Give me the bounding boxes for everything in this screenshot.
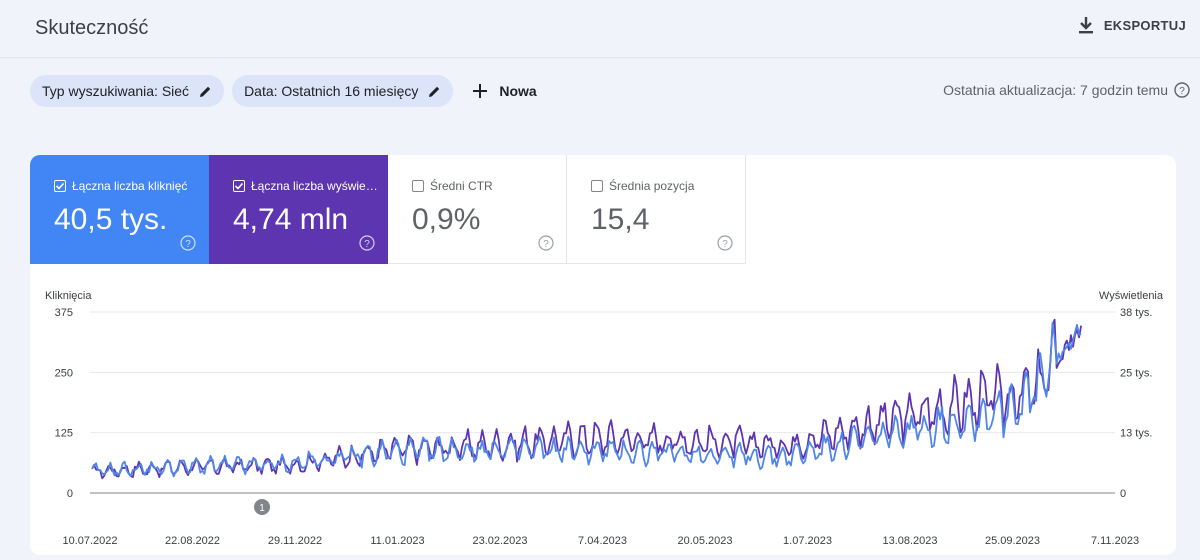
x-tick-label: 23.02.2023 — [472, 535, 527, 547]
performance-card: Łączna liczba kliknięć 40,5 tys. ? Łączn… — [30, 155, 1176, 555]
x-tick-label: 7.04.2023 — [578, 535, 627, 547]
y-left-title: Kliknięcia — [45, 290, 92, 302]
y-right-tick-label: 0 — [1120, 488, 1126, 500]
checkbox-icon[interactable] — [233, 180, 245, 192]
performance-chart: Kliknięcia Wyświetlenia 375 250 125 0 38 ty… — [45, 290, 1164, 547]
series-line — [91, 318, 1082, 480]
metric-label: Łączna liczba kliknięć — [72, 179, 188, 193]
svg-text:?: ? — [364, 239, 370, 250]
last-update-text: Ostatnia aktualizacja: 7 godzin temu — [943, 82, 1168, 98]
metric-ctr[interactable]: Średni CTR 0,9% ? — [388, 155, 567, 264]
y-right-tick-label: 38 tys. — [1120, 307, 1152, 319]
export-button[interactable]: EKSPORTUJ — [1078, 16, 1186, 34]
x-tick-label: 7.11.2023 — [1091, 535, 1139, 547]
metric-label: Łączna liczba wyświetleń — [251, 179, 379, 193]
metric-value: 40,5 tys. — [54, 203, 168, 236]
help-icon[interactable]: ? — [717, 235, 733, 251]
series-lines — [91, 318, 1082, 480]
x-tick-label: 25.09.2023 — [985, 535, 1040, 547]
y-left-tick-label: 0 — [67, 488, 73, 500]
x-tick-label: 11.01.2023 — [370, 535, 424, 547]
edit-icon[interactable] — [428, 85, 441, 98]
annotation-label: 1 — [259, 503, 265, 514]
chip-label: Data: Ostatnich 16 miesięcy — [244, 83, 419, 99]
metric-label: Średnia pozycja — [609, 179, 695, 193]
y-left-tick-label: 125 — [55, 428, 73, 440]
x-tick-label: 1.07.2023 — [783, 535, 832, 547]
x-tick-label: 29.11.2022 — [268, 535, 322, 547]
grid-lines — [90, 311, 1115, 494]
page-header: Skuteczność EKSPORTUJ — [0, 0, 1200, 58]
x-tick-label: 22.08.2022 — [165, 535, 220, 547]
help-icon[interactable]: ? — [1174, 82, 1190, 98]
x-tick-label: 13.08.2023 — [882, 535, 937, 547]
metric-value: 15,4 — [591, 203, 650, 236]
svg-text:?: ? — [1179, 86, 1185, 97]
metric-impressions[interactable]: Łączna liczba wyświetleń 4,74 mln ? — [209, 155, 388, 264]
help-icon[interactable]: ? — [538, 235, 554, 251]
download-icon — [1078, 17, 1093, 34]
filter-chip-date[interactable]: Data: Ostatnich 16 miesięcy — [232, 75, 454, 107]
checkbox-icon[interactable] — [591, 180, 603, 192]
svg-text:?: ? — [185, 239, 191, 250]
y-right-title: Wyświetlenia — [1099, 290, 1164, 302]
svg-text:?: ? — [543, 239, 549, 250]
y-right-tick-label: 25 tys. — [1120, 367, 1152, 379]
new-filter-button[interactable]: Nowa — [473, 83, 537, 99]
help-icon[interactable]: ? — [359, 235, 375, 251]
svg-text:?: ? — [722, 239, 728, 250]
x-axis-ticks: 10.07.2022 22.08.2022 29.11.2022 11.01.2023… — [62, 535, 1139, 547]
filter-bar: Typ wyszukiwania: Sieć Data: Ostatnich 1… — [30, 75, 537, 107]
metric-position[interactable]: Średnia pozycja 15,4 ? — [567, 155, 746, 264]
metric-clicks[interactable]: Łączna liczba kliknięć 40,5 tys. ? — [30, 155, 209, 264]
export-label: EKSPORTUJ — [1103, 17, 1186, 33]
filter-chip-search-type[interactable]: Typ wyszukiwania: Sieć — [30, 75, 225, 107]
checkbox-icon[interactable] — [412, 180, 424, 192]
y-left-tick-label: 250 — [55, 367, 73, 379]
metric-value: 4,74 mln — [233, 203, 349, 236]
y-left-ticks: 375 250 125 0 — [55, 307, 73, 500]
edit-icon[interactable] — [199, 85, 212, 98]
x-tick-label: 10.07.2022 — [62, 535, 117, 547]
page-title: Skuteczność — [35, 17, 149, 39]
metric-label: Średni CTR — [430, 179, 493, 193]
y-left-tick-label: 375 — [55, 307, 73, 319]
metric-cards: Łączna liczba kliknięć 40,5 tys. ? Łączn… — [30, 155, 746, 264]
chip-label: Typ wyszukiwania: Sieć — [42, 83, 190, 99]
checkbox-icon[interactable] — [54, 180, 66, 192]
metric-value: 0,9% — [412, 203, 481, 236]
x-tick-label: 20.05.2023 — [677, 535, 732, 547]
y-right-tick-label: 13 tys. — [1120, 428, 1152, 440]
y-right-ticks: 38 tys. 25 tys. 13 tys. 0 — [1120, 307, 1152, 500]
help-icon[interactable]: ? — [180, 235, 196, 251]
plus-icon — [473, 84, 488, 98]
last-update: Ostatnia aktualizacja: 7 godzin temu ? — [943, 82, 1190, 98]
series-line — [91, 321, 1082, 478]
new-filter-label: Nowa — [499, 83, 537, 99]
annotation-marker[interactable]: 1 — [254, 499, 270, 515]
